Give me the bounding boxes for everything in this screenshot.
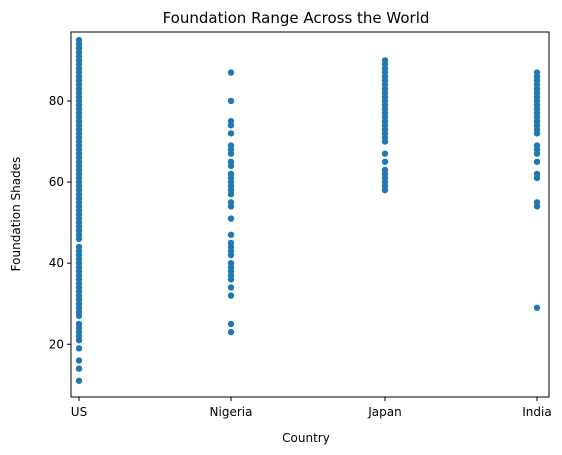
data-point-us-8 <box>75 320 83 328</box>
data-point-nigeria-22 <box>227 170 235 178</box>
x-tick-label-us: US <box>71 405 87 419</box>
data-point-us-2 <box>75 357 83 364</box>
data-point-japan-6 <box>381 158 389 165</box>
data-point-us-26 <box>75 243 83 251</box>
data-point-india-24 <box>533 69 541 76</box>
data-point-india-4 <box>533 170 541 178</box>
data-point-japan-28 <box>381 57 389 64</box>
plot-frame <box>70 31 550 398</box>
y-axis-ticks: 20 40 60 80 <box>49 94 71 351</box>
data-point-nigeria-27 <box>227 142 235 149</box>
data-point-us-3 <box>75 345 83 352</box>
x-tick-label-nigeria: Nigeria <box>210 405 253 419</box>
data-point-us-1 <box>75 365 83 372</box>
data-point-nigeria-8 <box>227 259 235 267</box>
data-point-us-0 <box>75 377 83 384</box>
y-tick-label-2: 60 <box>49 175 64 189</box>
data-point-japan-5 <box>381 166 389 174</box>
y-tick-label-0: 20 <box>49 337 64 351</box>
data-point-nigeria-0 <box>227 328 235 336</box>
data-point-nigeria-1 <box>227 320 235 328</box>
data-point-nigeria-16 <box>227 199 235 206</box>
data-points <box>75 36 541 384</box>
data-point-nigeria-13 <box>227 231 235 238</box>
data-point-india-5 <box>533 158 541 165</box>
y-axis-label: Foundation Shades <box>9 157 23 272</box>
chart-title: Foundation Range Across the World <box>163 9 430 27</box>
data-point-japan-7 <box>381 150 389 157</box>
data-point-nigeria-30 <box>227 118 235 125</box>
x-axis-label: Country <box>282 431 330 445</box>
x-axis-ticks: US Nigeria Japan India <box>71 397 552 419</box>
data-point-nigeria-28 <box>227 130 235 137</box>
data-point-nigeria-14 <box>227 215 235 222</box>
data-point-nigeria-31 <box>227 97 235 105</box>
y-tick-label-3: 80 <box>49 94 64 108</box>
data-point-india-2 <box>533 199 541 206</box>
data-point-nigeria-24 <box>227 158 235 165</box>
x-tick-label-japan: Japan <box>367 405 401 419</box>
y-tick-label-1: 40 <box>49 256 64 270</box>
data-point-india-8 <box>533 142 541 149</box>
data-point-nigeria-2 <box>227 292 235 299</box>
data-point-india-0 <box>533 304 541 311</box>
data-point-nigeria-12 <box>227 239 235 247</box>
data-point-nigeria-32 <box>227 69 235 76</box>
x-tick-label-india: India <box>522 405 551 419</box>
data-point-us-76 <box>75 36 83 44</box>
data-point-nigeria-3 <box>227 284 235 291</box>
